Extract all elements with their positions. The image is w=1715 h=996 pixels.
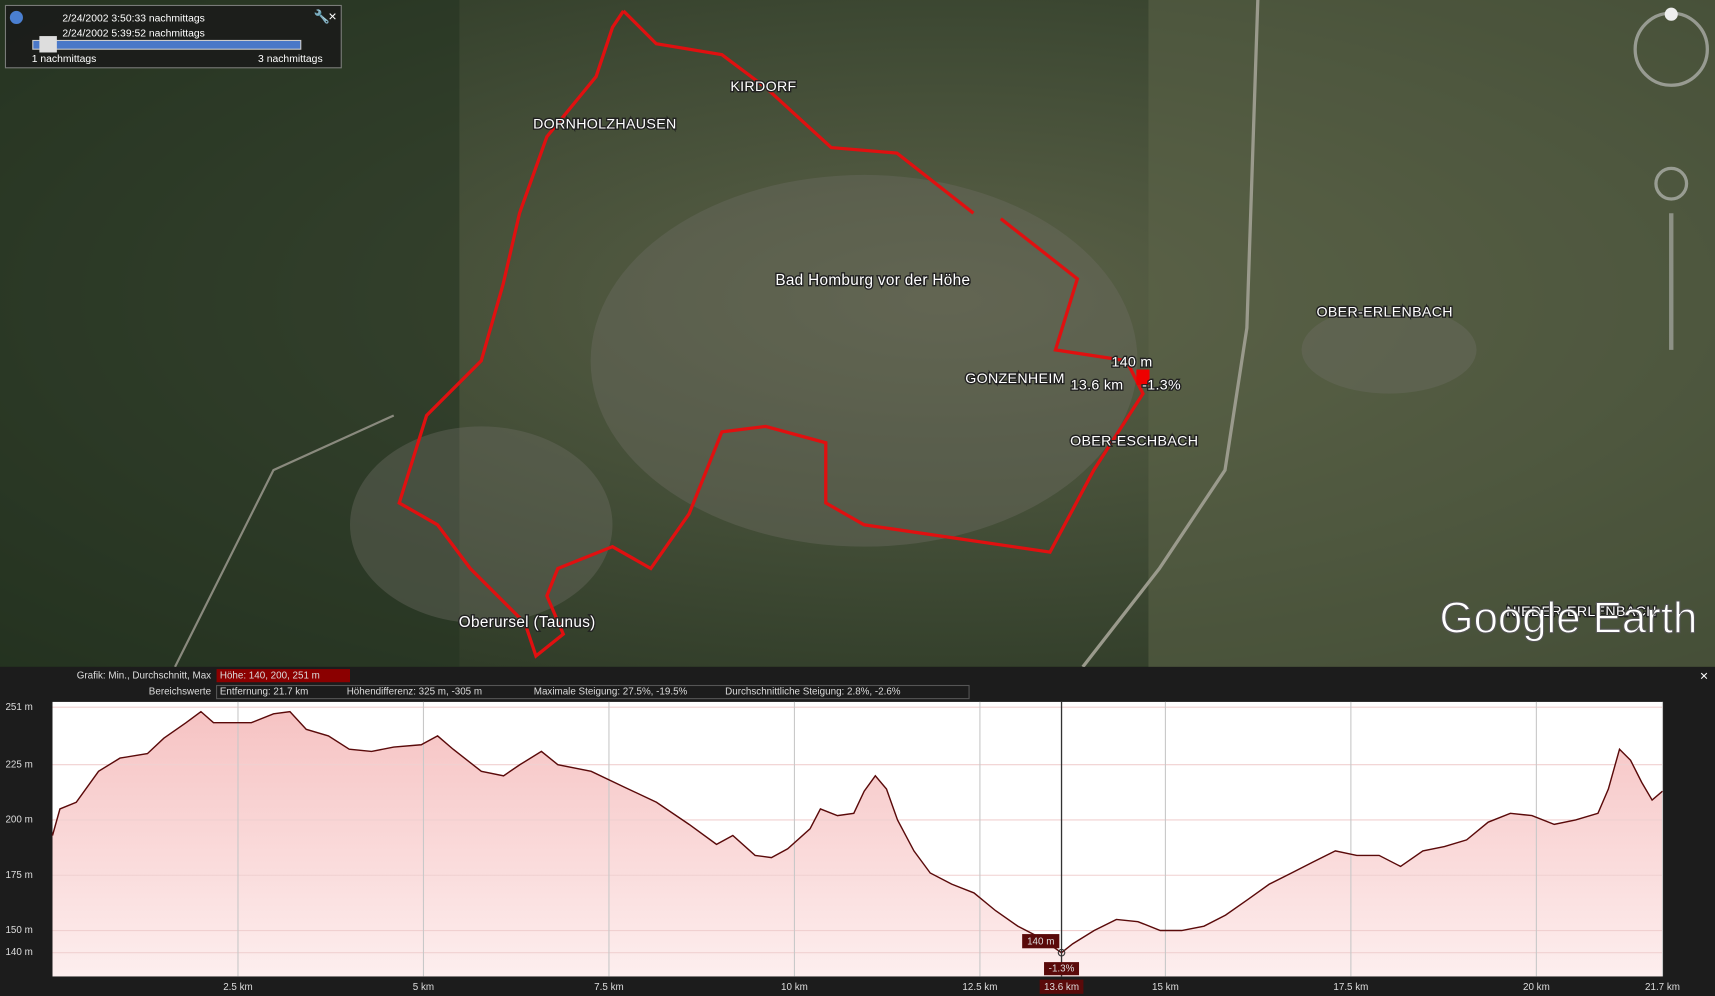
town bbox=[590, 174, 1138, 547]
position-marker bbox=[1136, 369, 1150, 385]
x-tick-label: 5 km bbox=[413, 982, 434, 993]
close-button[interactable]: × bbox=[328, 9, 336, 25]
range-label: Bereichswerte bbox=[149, 687, 212, 698]
route bbox=[622, 9, 975, 215]
x-tick-label: 20 km bbox=[1523, 982, 1550, 993]
place-label: GONZENHEIM bbox=[965, 371, 1065, 387]
navigation-controls[interactable] bbox=[1633, 7, 1709, 350]
elevation-diff-stat: Höhendifferenz: 325 m, -305 m bbox=[347, 687, 482, 698]
time-end: 2/24/2002 5:39:52 nachmittags bbox=[62, 29, 205, 40]
time-panel bbox=[4, 4, 342, 69]
x-tick-label: 10 km bbox=[781, 982, 808, 993]
street-view[interactable] bbox=[1654, 166, 1689, 201]
place-label: OBER-ESCHBACH bbox=[1070, 433, 1198, 449]
y-tick-label: 150 m bbox=[5, 925, 32, 936]
cursor-elevation: 140 m bbox=[1027, 936, 1054, 947]
fields bbox=[1148, 0, 1715, 667]
elevation-box bbox=[216, 669, 350, 683]
x-tick-label: 2.5 km bbox=[223, 982, 253, 993]
place-label: DORNHOLZHAUSEN bbox=[533, 116, 677, 132]
max-slope-stat: Maximale Steigung: 27.5%, -19.5% bbox=[534, 687, 688, 698]
distance-stat: Entfernung: 21.7 km bbox=[220, 687, 309, 698]
y-tick-label: 175 m bbox=[5, 870, 32, 881]
close-profile-button[interactable]: × bbox=[1700, 669, 1708, 685]
scale-end: 3 nachmittags bbox=[258, 54, 323, 65]
graph-label: Grafik: Min., Durchschnitt, Max bbox=[77, 670, 211, 681]
place-label: NIEDER-ERLENBACH bbox=[1506, 604, 1656, 620]
x-tick-label: 15 km bbox=[1152, 982, 1179, 993]
time-handle[interactable] bbox=[39, 36, 57, 53]
place-label: OBER-ERLENBACH bbox=[1316, 304, 1452, 320]
clock-button[interactable] bbox=[9, 10, 23, 25]
place-label: Bad Homburg vor der Höhe bbox=[775, 272, 970, 289]
place-label: KIRDORF bbox=[730, 79, 796, 95]
y-tick-label: 225 m bbox=[5, 759, 32, 770]
route bbox=[397, 10, 1145, 659]
highway bbox=[1081, 0, 1260, 668]
x-tick-label: 7.5 km bbox=[594, 982, 624, 993]
label-box bbox=[1039, 979, 1084, 994]
marker-distance: 13.6 km bbox=[1071, 378, 1124, 394]
elevation-profile-panel: Grafik: Min., Durchschnitt, Max Höhe: 14… bbox=[0, 666, 1715, 996]
marker-elevation: 140 m bbox=[1111, 355, 1152, 371]
x-tick-label: 21.7 km bbox=[1645, 982, 1680, 993]
cursor-distance: 13.6 km bbox=[1044, 982, 1079, 993]
scale-start: 1 nachmittags bbox=[32, 54, 97, 65]
range-box bbox=[216, 684, 970, 700]
elevation-stat: Höhe: 140, 200, 251 m bbox=[220, 670, 320, 681]
x-tick-label: 17.5 km bbox=[1333, 982, 1368, 993]
cursor-point bbox=[1057, 948, 1066, 957]
map[interactable]: KIRDORF DORNHOLZHAUSEN Bad Homburg vor d… bbox=[0, 0, 1715, 668]
town bbox=[350, 426, 613, 624]
y-tick-label: 140 m bbox=[5, 947, 32, 958]
elevation-area bbox=[52, 711, 1663, 977]
elevation-line bbox=[51, 710, 1663, 954]
label-box bbox=[1022, 934, 1060, 949]
cursor-slope: -1.3% bbox=[1049, 963, 1075, 974]
time-start: 2/24/2002 3:50:33 nachmittags bbox=[62, 13, 205, 24]
x-tick-label: 12.5 km bbox=[962, 982, 997, 993]
town bbox=[1301, 306, 1477, 394]
avg-slope-stat: Durchschnittliche Steigung: 2.8%, -2.6% bbox=[725, 687, 901, 698]
time-track[interactable] bbox=[32, 39, 302, 50]
north-button[interactable] bbox=[1664, 7, 1678, 21]
time-slider[interactable]: 2/24/2002 3:50:33 nachmittags 2/24/2002 … bbox=[4, 4, 342, 69]
y-tick-label: 251 m bbox=[5, 702, 32, 713]
logo: Google Earth bbox=[1440, 594, 1698, 643]
road bbox=[174, 414, 395, 668]
place-label: Oberursel (Taunus) bbox=[459, 614, 596, 631]
marker-slope: -1.3% bbox=[1142, 378, 1181, 394]
settings-button[interactable]: 🔧 bbox=[314, 8, 330, 24]
y-tick-label: 200 m bbox=[5, 815, 32, 826]
label-box bbox=[1044, 962, 1080, 976]
